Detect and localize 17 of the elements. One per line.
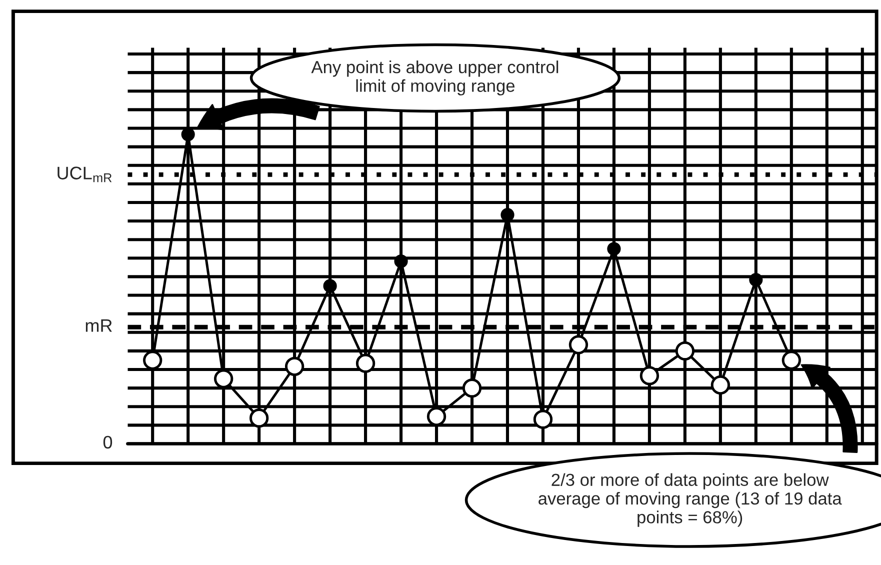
ref-line-label: 0 [103, 436, 112, 449]
point [284, 356, 304, 376]
ref-line-label: UCL$_{mR}$ [58, 166, 112, 182]
point [782, 350, 801, 370]
ref-line-label: mR [86, 319, 112, 332]
point [214, 369, 234, 388]
point [675, 341, 695, 361]
point [710, 375, 730, 395]
point [533, 410, 553, 429]
point [356, 354, 376, 373]
point [568, 335, 588, 354]
text: Any point is above upper control limit of moving range [311, 60, 558, 96]
point [143, 350, 162, 370]
point [462, 378, 482, 398]
text: 2/3 or more of data points are below average of moving range (13 of 19 data points = 68%) [538, 473, 842, 527]
point [640, 366, 660, 386]
point [249, 408, 269, 428]
